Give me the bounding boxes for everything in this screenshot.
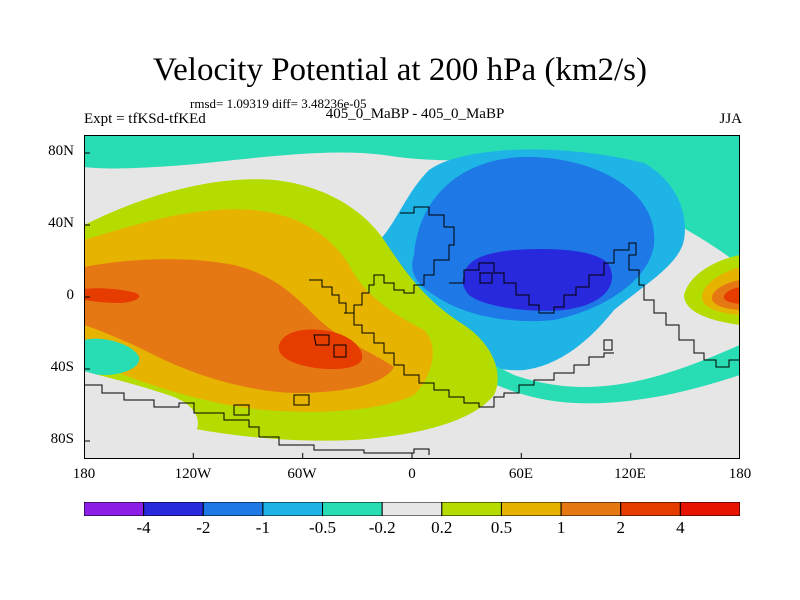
colorbar-swatch bbox=[202, 502, 264, 516]
colorbar-swatch bbox=[322, 502, 383, 516]
colorbar-swatch bbox=[500, 502, 562, 516]
lon-label-180w: 180 bbox=[72, 466, 96, 482]
colorbar-label: 1 bbox=[556, 518, 566, 537]
experiment-label: Expt = tfKSd-tfKEd bbox=[84, 111, 206, 127]
stats-label: rmsd= 1.09319 diff= 3.48236e-05 bbox=[190, 96, 367, 111]
map-title: Velocity Potential at 200 hPa (km2/s) bbox=[152, 52, 648, 88]
region-south-band bbox=[404, 325, 740, 404]
colorbar-label: 0.2 bbox=[431, 518, 453, 537]
region-southwest-neutral bbox=[84, 371, 198, 450]
colorbar-swatch bbox=[84, 502, 145, 516]
velocity-potential-map bbox=[84, 135, 740, 459]
colorbar bbox=[84, 502, 740, 516]
lat-label-40s: 40S bbox=[50, 359, 74, 375]
colorbar-label: 4 bbox=[676, 518, 685, 537]
coastlines bbox=[84, 206, 740, 455]
lat-label-40n: 40N bbox=[48, 215, 74, 231]
lat-label-80n: 80N bbox=[48, 143, 74, 159]
colorbar-label: -1 bbox=[255, 518, 270, 537]
colorbar-swatch bbox=[560, 502, 622, 516]
tick-marks bbox=[84, 152, 632, 459]
region-pos-very-strong bbox=[278, 329, 363, 370]
season-label: JJA bbox=[719, 111, 742, 127]
colorbar-swatch bbox=[441, 502, 502, 516]
colorbar-label: 0.5 bbox=[490, 518, 513, 537]
lon-label-120w: 120W bbox=[174, 466, 212, 482]
region-pos-very-strong-east bbox=[724, 287, 740, 304]
colorbar-label: -0.2 bbox=[368, 518, 396, 537]
lon-label-60e: 60E bbox=[508, 466, 534, 482]
colorbar-label: -0.5 bbox=[309, 518, 336, 537]
colorbar-swatch bbox=[381, 502, 443, 516]
lon-label-0: 0 bbox=[408, 466, 416, 482]
lon-label-120e: 120E bbox=[614, 466, 646, 482]
region-west-teal-patch bbox=[84, 338, 140, 375]
lon-label-180e: 180 bbox=[728, 466, 752, 482]
region-neg-strong bbox=[462, 248, 612, 311]
colorbar-label: -2 bbox=[196, 518, 211, 537]
colorbar-swatch bbox=[620, 502, 681, 516]
colorbar-swatch bbox=[262, 502, 324, 516]
lon-label-60w: 60W bbox=[287, 466, 317, 482]
colorbar-swatch bbox=[679, 502, 740, 516]
colorbar-label: -4 bbox=[136, 518, 151, 537]
colorbar-swatch bbox=[143, 502, 204, 516]
lat-label-0: 0 bbox=[66, 287, 75, 303]
center-label: 405_0_MaBP - 405_0_MaBP bbox=[325, 106, 505, 122]
region-pos-very-strong-west bbox=[84, 288, 140, 303]
lat-label-80s: 80S bbox=[50, 431, 74, 447]
colorbar-label: 2 bbox=[616, 518, 625, 537]
